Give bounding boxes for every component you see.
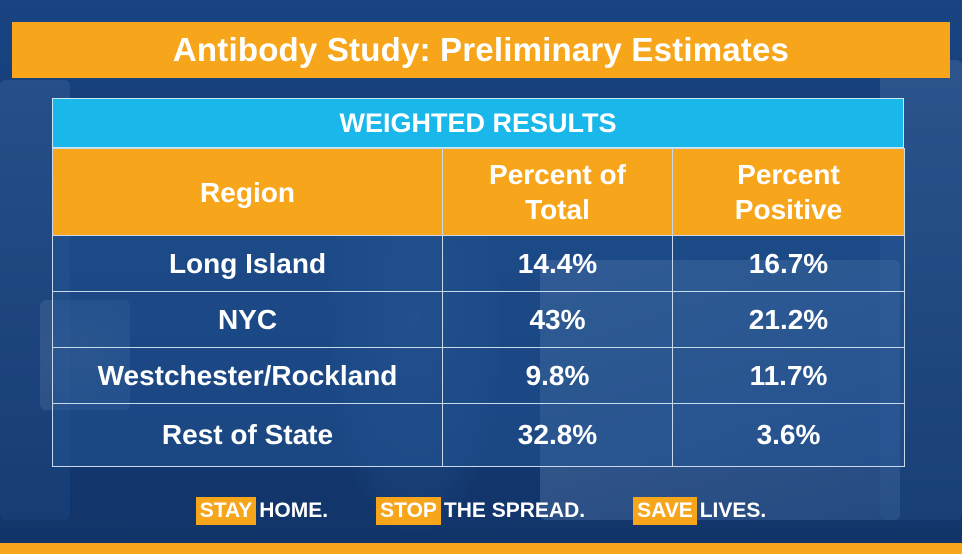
results-table: Region Percent of Total Percent Positive… bbox=[52, 148, 905, 467]
cell-percent-of-total: 14.4% bbox=[442, 235, 673, 292]
column-header-percent-positive-line2: Positive bbox=[734, 194, 843, 225]
cell-region: Rest of State bbox=[52, 403, 443, 467]
slogan-text: LIVES. bbox=[699, 499, 767, 522]
column-header-percent-positive: Percent Positive bbox=[672, 148, 905, 236]
slogan-stay-home: STAY HOME. bbox=[195, 497, 329, 525]
column-header-region: Region bbox=[52, 148, 443, 236]
table-caption-text: WEIGHTED RESULTS bbox=[339, 107, 617, 138]
cell-percent-positive: 21.2% bbox=[672, 291, 905, 348]
column-header-percent-of-total: Percent of Total bbox=[442, 148, 673, 236]
table-row: Long Island 14.4% 16.7% bbox=[52, 235, 905, 292]
slogan-save-lives: SAVE LIVES. bbox=[633, 497, 767, 525]
slogan-stop-the-spread: STOP THE SPREAD. bbox=[376, 497, 586, 525]
cell-percent-positive: 3.6% bbox=[672, 403, 905, 467]
table-row: Westchester/Rockland 9.8% 11.7% bbox=[52, 347, 905, 404]
cell-percent-of-total: 32.8% bbox=[442, 403, 673, 467]
cell-percent-of-total: 43% bbox=[442, 291, 673, 348]
cell-region: NYC bbox=[52, 291, 443, 348]
slogan-footer: STAY HOME. STOP THE SPREAD. SAVE LIVES. bbox=[0, 494, 962, 528]
column-header-region-text: Region bbox=[200, 176, 295, 208]
bottom-accent-strip bbox=[0, 543, 962, 554]
slogan-text: HOME. bbox=[259, 499, 329, 522]
table-row: Rest of State 32.8% 3.6% bbox=[52, 403, 905, 467]
table-row: NYC 43% 21.2% bbox=[52, 291, 905, 348]
results-table-container: WEIGHTED RESULTS Region Percent of Total bbox=[52, 98, 905, 467]
header-row: Region Percent of Total Percent Positive bbox=[52, 148, 905, 236]
column-header-percent-positive-line1: Percent bbox=[737, 159, 840, 190]
cell-region: Westchester/Rockland bbox=[52, 347, 443, 404]
title-bar: Antibody Study: Preliminary Estimates bbox=[12, 22, 950, 78]
column-header-percent-of-total-line2: Total bbox=[525, 194, 590, 225]
slogan-tag: STAY bbox=[195, 497, 257, 525]
cell-percent-positive: 11.7% bbox=[672, 347, 905, 404]
cell-percent-positive: 16.7% bbox=[672, 235, 905, 292]
slogan-tag: SAVE bbox=[633, 497, 697, 525]
slogan-tag: STOP bbox=[376, 497, 441, 525]
table-caption: WEIGHTED RESULTS bbox=[52, 98, 904, 148]
column-header-percent-of-total-line1: Percent of bbox=[489, 159, 626, 190]
slogan-text: THE SPREAD. bbox=[443, 499, 586, 522]
cell-region: Long Island bbox=[52, 235, 443, 292]
cell-percent-of-total: 9.8% bbox=[442, 347, 673, 404]
slide-title: Antibody Study: Preliminary Estimates bbox=[172, 31, 790, 68]
